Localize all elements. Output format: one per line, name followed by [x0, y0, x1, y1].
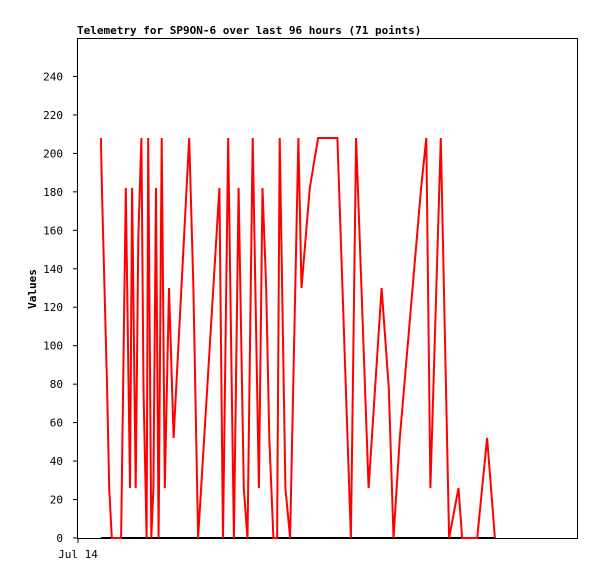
y-tick-label: 0: [56, 532, 63, 545]
x-axis: Jul 14: [58, 538, 98, 561]
plot-frame: [77, 38, 578, 539]
y-tick-label: 220: [43, 109, 63, 122]
y-tick-label: 80: [50, 378, 63, 391]
y-tick-label: 240: [43, 70, 63, 83]
chart-title: Telemetry for SP9ON-6 over last 96 hours…: [77, 24, 421, 37]
y-tick-label: 40: [50, 455, 63, 468]
y-tick-label: 100: [43, 340, 63, 353]
series-line: [99, 137, 496, 539]
y-tick-label: 200: [43, 147, 63, 160]
y-tick-label: 20: [50, 494, 63, 507]
y-tick-label: 120: [43, 301, 63, 314]
y-tick-label: 160: [43, 224, 63, 237]
y-axis-title: Values: [26, 269, 39, 309]
x-tick-label: Jul 14: [58, 548, 98, 561]
y-axis: 0 20 40 60 80 100 120 140 160 180 200 220 240: [43, 70, 78, 545]
series-group: [99, 137, 496, 539]
y-tick-label: 140: [43, 263, 63, 276]
y-tick-label: 60: [50, 417, 63, 430]
y-tick-label: 180: [43, 186, 63, 199]
